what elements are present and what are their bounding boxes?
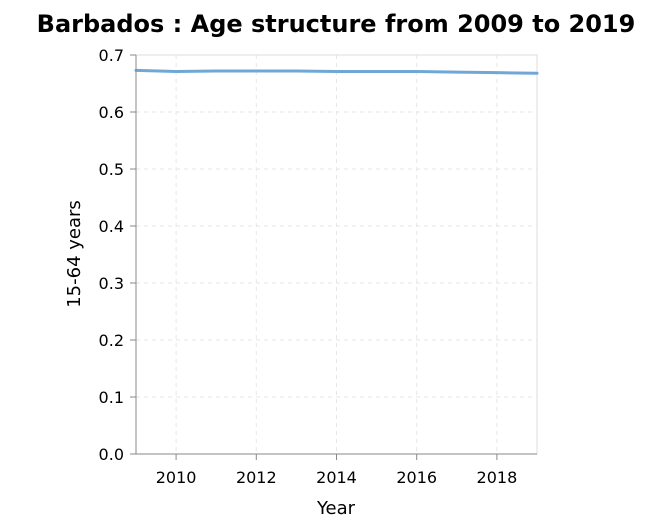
y-tick-label: 0.4 — [99, 217, 124, 236]
x-tick-label: 2014 — [316, 468, 357, 487]
series-line — [134, 68, 539, 75]
y-tick-label: 0.0 — [99, 445, 124, 464]
y-axis-title: 15-64 years — [64, 200, 85, 308]
y-tick-label: 0.7 — [99, 46, 124, 65]
x-tick-label: 2010 — [156, 468, 197, 487]
x-tick-label: 2012 — [236, 468, 277, 487]
x-axis: 2010 2012 2014 2016 2018 — [136, 453, 537, 487]
y-tick-label: 0.1 — [99, 388, 124, 407]
gridlines — [136, 55, 537, 454]
y-tick-label: 0.6 — [99, 103, 124, 122]
x-tick-label: 2018 — [477, 468, 518, 487]
x-tick-label: 2016 — [396, 468, 437, 487]
plot-area: 0.00.10.20.30.40.50.60.7 2010 2012 2014 201… — [99, 46, 539, 487]
y-tick-label: 0.2 — [99, 331, 124, 350]
x-axis-title: Year — [316, 498, 356, 519]
y-tick-label: 0.5 — [99, 160, 124, 179]
chart-title: Barbados : Age structure from 2009 to 20… — [37, 10, 636, 38]
y-tick-label: 0.3 — [99, 274, 124, 293]
series-group — [134, 68, 539, 75]
y-axis: 0.0 0.1 0.2 0.3 0.4 0.5 0.6 0.7 — [99, 46, 137, 464]
